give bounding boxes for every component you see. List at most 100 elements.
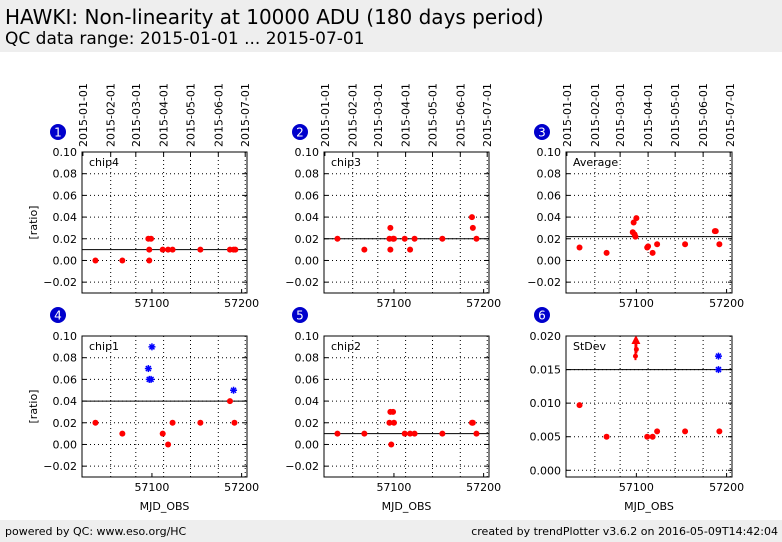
y-tick-label: 0.04 bbox=[537, 211, 562, 224]
y-tick-label: 0.06 bbox=[295, 189, 320, 202]
data-point bbox=[654, 428, 661, 435]
data-point bbox=[439, 430, 446, 437]
y-tick-label: 0.06 bbox=[53, 373, 78, 386]
panel-number-badge bbox=[534, 124, 550, 140]
data-point bbox=[469, 419, 476, 426]
data-point bbox=[386, 419, 393, 426]
data-point bbox=[169, 246, 176, 253]
y-tick-label: 0.005 bbox=[530, 431, 562, 444]
y-tick-label: 0.04 bbox=[295, 211, 320, 224]
y-tick-label: 0.06 bbox=[53, 189, 78, 202]
data-point bbox=[411, 235, 418, 242]
data-point bbox=[169, 419, 176, 426]
date-tick-label: 2015-06-01 bbox=[454, 83, 467, 147]
x-tick-label: 57200 bbox=[709, 297, 744, 310]
data-point bbox=[712, 228, 719, 235]
data-point bbox=[226, 398, 233, 405]
data-point bbox=[159, 430, 166, 437]
x-tick-label: 57200 bbox=[466, 481, 501, 494]
data-point bbox=[654, 241, 661, 248]
y-tick-label: 0.04 bbox=[53, 395, 78, 408]
y-tick-label: 0.10 bbox=[53, 330, 78, 343]
y-tick-label: 0.10 bbox=[295, 330, 320, 343]
x-tick-label: 57100 bbox=[134, 297, 169, 310]
panel-number: 4 bbox=[54, 309, 62, 323]
series-label: StDev bbox=[573, 340, 607, 353]
report-title: HAWKI: Non-linearity at 10000 ADU (180 d… bbox=[5, 5, 544, 29]
data-point bbox=[231, 419, 238, 426]
data-point bbox=[469, 224, 476, 231]
data-point bbox=[473, 430, 480, 437]
footer-generator: created by trendPlotter v3.6.2 on 2016-0… bbox=[471, 525, 778, 538]
data-point bbox=[387, 246, 394, 253]
data-point bbox=[165, 246, 172, 253]
y-tick-label: 0.02 bbox=[295, 233, 320, 246]
y-tick-label: 0.00 bbox=[537, 254, 562, 267]
y-axis-label: [ratio] bbox=[27, 390, 40, 424]
y-tick-label: −0.02 bbox=[43, 276, 77, 289]
outlier-point bbox=[714, 352, 722, 360]
y-axis-label: [ratio] bbox=[27, 206, 40, 240]
report-header: HAWKI: Non-linearity at 10000 ADU (180 d… bbox=[0, 0, 782, 52]
date-tick-label: 2015-01-01 bbox=[77, 83, 90, 147]
outlier-point bbox=[148, 343, 156, 351]
data-point bbox=[390, 408, 397, 415]
panel-4: −0.02 0.00 0.02 0.04 0.06 0.08 0.10 57100 57200 c… bbox=[27, 307, 259, 513]
data-point bbox=[603, 433, 610, 440]
data-point bbox=[645, 243, 652, 250]
data-point bbox=[165, 441, 172, 448]
data-point bbox=[682, 428, 689, 435]
y-tick-label: 0.08 bbox=[53, 352, 78, 365]
series-label: chip4 bbox=[89, 156, 119, 169]
x-tick-label: 57200 bbox=[709, 481, 744, 494]
data-point bbox=[411, 430, 418, 437]
data-point bbox=[146, 246, 153, 253]
series-label: chip1 bbox=[89, 340, 119, 353]
data-point bbox=[603, 249, 610, 256]
data-point bbox=[361, 246, 368, 253]
x-tick-label: 57200 bbox=[466, 297, 501, 310]
x-tick-label: 57100 bbox=[376, 481, 411, 494]
panel-number-badge bbox=[292, 307, 308, 323]
date-tick-label: 2015-02-01 bbox=[589, 83, 602, 147]
plot-frame bbox=[323, 151, 490, 294]
data-point bbox=[146, 257, 153, 264]
outlier-point bbox=[230, 386, 238, 394]
y-tick-label: −0.02 bbox=[285, 276, 319, 289]
date-tick-label: 2015-05-01 bbox=[185, 83, 198, 147]
data-point bbox=[119, 430, 126, 437]
date-tick-label: 2015-04-01 bbox=[642, 83, 655, 147]
panel-number: 2 bbox=[296, 126, 304, 140]
date-tick-label: 2015-06-01 bbox=[697, 83, 710, 147]
y-tick-label: −0.02 bbox=[285, 460, 319, 473]
panel-2: −0.02 0.00 0.02 0.04 0.06 0.08 0.10 57100 57200 2… bbox=[285, 83, 501, 310]
panel-number-badge bbox=[50, 124, 66, 140]
data-point bbox=[633, 215, 640, 222]
footer-credit: powered by QC: www.eso.org/HC bbox=[5, 525, 187, 538]
y-tick-label: 0.02 bbox=[295, 417, 320, 430]
date-tick-label: 2015-04-01 bbox=[400, 83, 413, 147]
plot-frame bbox=[323, 335, 490, 478]
y-tick-label: 0.020 bbox=[530, 330, 562, 343]
y-tick-label: 0.10 bbox=[295, 146, 320, 159]
data-point bbox=[407, 246, 414, 253]
data-point bbox=[334, 430, 341, 437]
y-tick-label: 0.08 bbox=[537, 168, 562, 181]
y-tick-label: 0.08 bbox=[295, 352, 320, 365]
date-tick-label: 2015-04-01 bbox=[158, 83, 171, 147]
data-point bbox=[361, 430, 368, 437]
panel-number: 3 bbox=[538, 126, 546, 140]
plot-frame bbox=[81, 335, 248, 478]
y-tick-label: −0.02 bbox=[527, 276, 561, 289]
data-point bbox=[387, 224, 394, 231]
y-tick-label: 0.02 bbox=[53, 417, 78, 430]
y-tick-label: 0.06 bbox=[295, 373, 320, 386]
data-point bbox=[473, 235, 480, 242]
date-tick-label: 2015-07-01 bbox=[724, 83, 737, 147]
report-footer: powered by QC: www.eso.org/HC created by… bbox=[0, 520, 782, 542]
data-point bbox=[334, 235, 341, 242]
y-tick-label: 0.00 bbox=[295, 438, 320, 451]
date-tick-label: 2015-03-01 bbox=[372, 83, 385, 147]
date-tick-label: 2015-05-01 bbox=[427, 83, 440, 147]
data-point bbox=[92, 419, 99, 426]
